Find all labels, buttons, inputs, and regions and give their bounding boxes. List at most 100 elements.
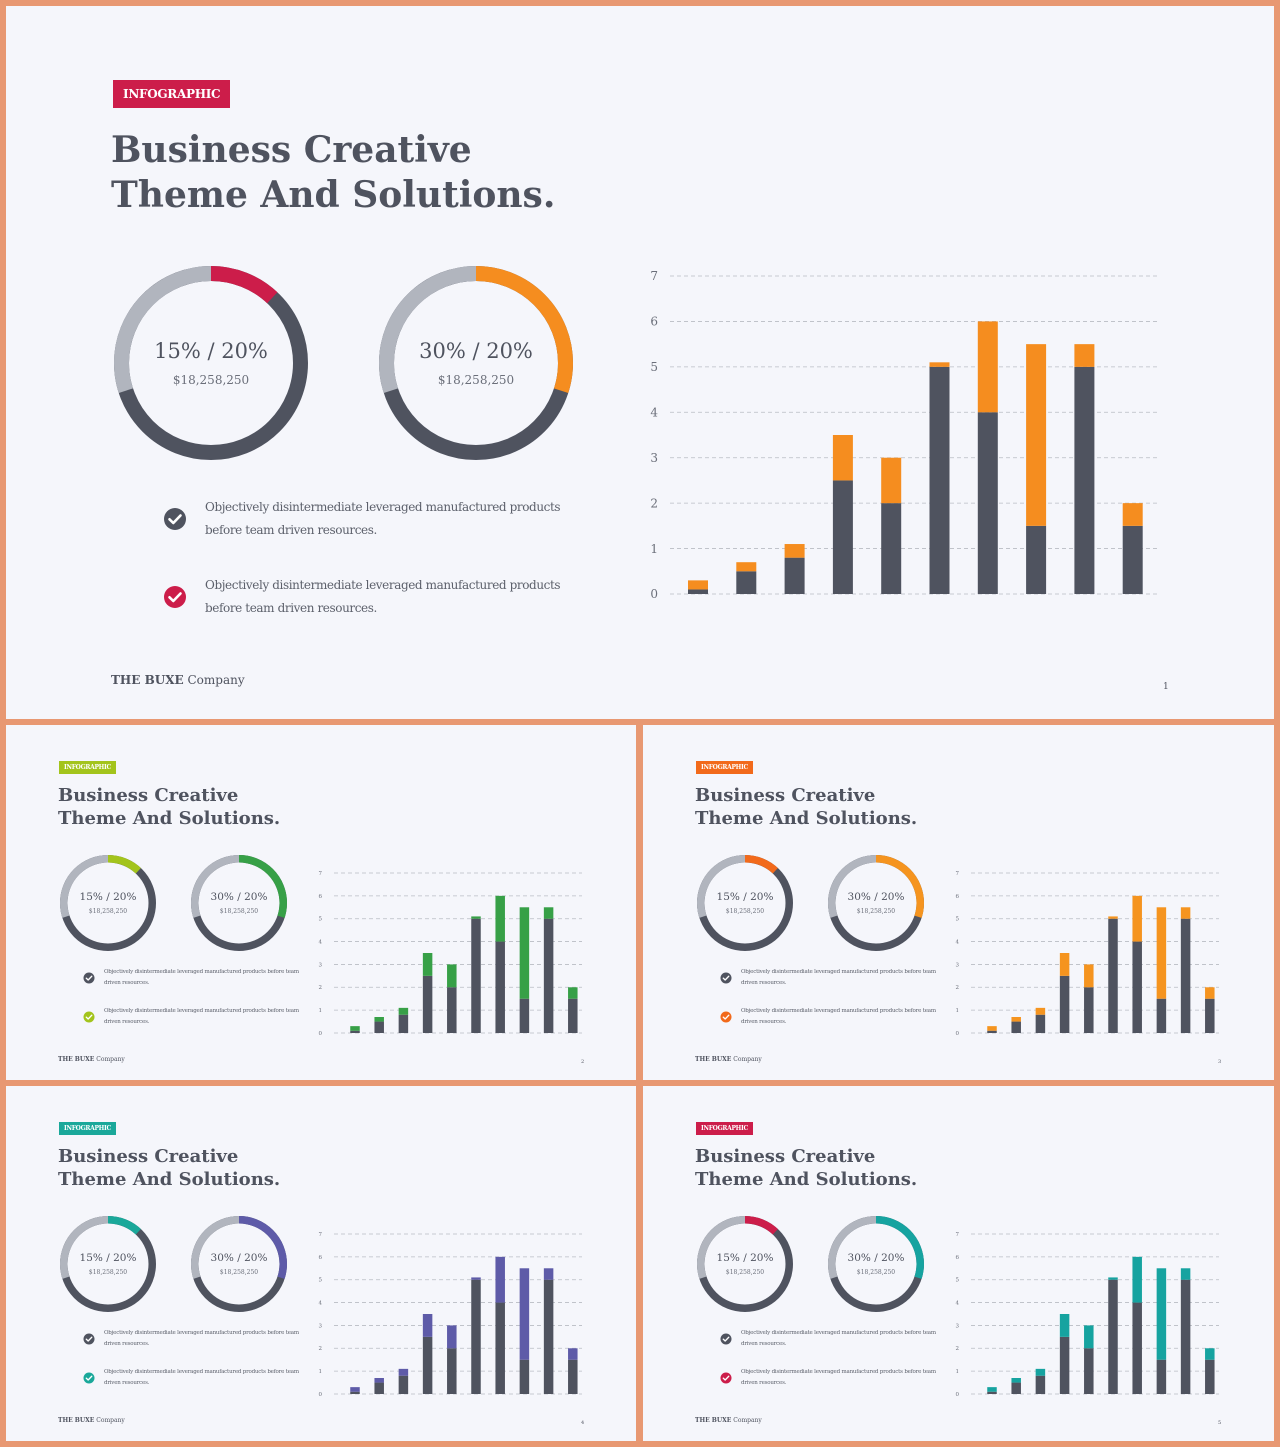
bar-accent bbox=[447, 964, 457, 988]
donut-2-percent: 30% / 20% bbox=[847, 891, 905, 903]
bar-accent bbox=[398, 1007, 409, 1015]
footer-brand-name: THE BUXE bbox=[58, 1056, 95, 1063]
y-tick-label: 1 bbox=[956, 1369, 960, 1375]
donut-light-arc bbox=[114, 266, 308, 460]
bar-accent bbox=[350, 1387, 360, 1392]
y-tick-label: 1 bbox=[319, 1369, 323, 1375]
donut-ring-2 bbox=[190, 855, 287, 951]
bar-base bbox=[832, 480, 853, 594]
bar-base bbox=[881, 503, 902, 594]
donut-accent-arc bbox=[191, 855, 287, 951]
y-tick-label: 4 bbox=[319, 939, 323, 945]
bar-base bbox=[398, 1375, 409, 1394]
donut-1-amount: $18,258,250 bbox=[172, 373, 250, 387]
bar-accent bbox=[1156, 907, 1167, 999]
bar-accent bbox=[987, 1387, 997, 1392]
donut-2-amount: $18,258,250 bbox=[856, 908, 896, 915]
bar-accent bbox=[1059, 1314, 1070, 1337]
footer-brand-suffix: Company bbox=[187, 673, 245, 687]
bar-accent bbox=[881, 457, 902, 504]
footer-brand-suffix: Company bbox=[733, 1056, 762, 1063]
bar-base bbox=[422, 975, 433, 1033]
bar-accent bbox=[929, 362, 950, 367]
bar-base bbox=[688, 589, 708, 594]
infographic-tag: INFOGRAPHIC bbox=[696, 761, 754, 774]
slide-2: INFOGRAPHIC Business Creative Theme And … bbox=[6, 725, 636, 1080]
donut-light-arc bbox=[697, 1216, 793, 1312]
donut-1-amount: $18,258,250 bbox=[88, 1269, 128, 1276]
donut-light-arc bbox=[697, 855, 793, 951]
stacked-bar-chart: 0 1 2 3 4 5 6 7 bbox=[319, 871, 582, 1037]
bullet-1-text: Objectively disintermediate leveraged ma… bbox=[205, 500, 561, 537]
footer-brand-name: THE BUXE bbox=[111, 673, 184, 687]
bar-base bbox=[1059, 975, 1070, 1033]
bar-accent bbox=[1035, 1368, 1046, 1376]
bar-accent bbox=[1156, 1268, 1167, 1360]
bar-accent bbox=[568, 1348, 578, 1360]
y-tick-label: 6 bbox=[319, 894, 323, 900]
bar-accent bbox=[1122, 503, 1143, 526]
check-circle-icon bbox=[720, 1333, 732, 1345]
y-tick-label: 0 bbox=[319, 1392, 323, 1398]
bar-base bbox=[1180, 918, 1191, 1033]
donut-ring-2 bbox=[828, 1216, 924, 1312]
bullet-1-text: Objectively disintermediate leveraged ma… bbox=[104, 1330, 299, 1347]
donut-light-arc bbox=[190, 1216, 287, 1312]
slide-4: INFOGRAPHIC Business Creative Theme And … bbox=[6, 1086, 636, 1441]
bar-accent bbox=[1084, 964, 1094, 988]
slide-title: Business Creative Theme And Solutions. bbox=[58, 1146, 280, 1191]
donut-light-arc bbox=[828, 855, 924, 951]
bar-base bbox=[1035, 1014, 1046, 1033]
donut-chart-2: 30% / 20% $18,258,250 bbox=[190, 854, 288, 952]
title-line-2: Theme And Solutions. bbox=[111, 174, 556, 216]
donut-ring-2 bbox=[828, 855, 924, 951]
donut-1-amount: $18,258,250 bbox=[725, 908, 765, 915]
bar-accent bbox=[1011, 1378, 1021, 1383]
bar-base bbox=[374, 1382, 384, 1394]
donut-2-percent: 30% / 20% bbox=[210, 1252, 268, 1264]
bar-base bbox=[1205, 998, 1215, 1033]
slide-title: Business Creative Theme And Solutions. bbox=[695, 1146, 917, 1191]
bar-base bbox=[987, 1391, 997, 1394]
check-circle-icon bbox=[83, 1011, 95, 1023]
bar-accent bbox=[519, 907, 530, 999]
y-tick-label: 6 bbox=[319, 1255, 323, 1261]
y-tick-label: 6 bbox=[956, 1255, 960, 1261]
bullet-item-2: Objectively disintermediate leveraged ma… bbox=[163, 574, 585, 620]
infographic-tag: INFOGRAPHIC bbox=[59, 1122, 117, 1135]
y-tick-label: 2 bbox=[319, 1346, 323, 1352]
y-tick-label: 3 bbox=[956, 1323, 960, 1329]
page-number: 5 bbox=[1218, 1420, 1222, 1426]
bullet-item-1: Objectively disintermediate leveraged ma… bbox=[83, 1328, 304, 1350]
bar-base bbox=[568, 1359, 578, 1394]
check-circle-icon bbox=[83, 1333, 95, 1345]
donut-chart-2: 30% / 20% $18,258,250 bbox=[827, 854, 925, 952]
check-circle-icon bbox=[720, 1011, 732, 1023]
donut-accent-arc bbox=[828, 855, 924, 951]
donut-2-percent: 30% / 20% bbox=[419, 339, 533, 363]
bar-base bbox=[543, 918, 554, 1033]
infographic-tag: INFOGRAPHIC bbox=[696, 1122, 754, 1135]
y-tick-label: 5 bbox=[319, 1278, 323, 1284]
check-circle-icon bbox=[83, 1372, 95, 1384]
y-tick-label: 2 bbox=[956, 1346, 960, 1352]
y-tick-label: 7 bbox=[650, 269, 658, 283]
y-tick-label: 7 bbox=[956, 1232, 960, 1238]
bullet-2-text: Objectively disintermediate leveraged ma… bbox=[104, 1369, 299, 1386]
bullet-2-text: Objectively disintermediate leveraged ma… bbox=[741, 1369, 936, 1386]
check-circle-icon bbox=[83, 972, 95, 984]
bar-base bbox=[1059, 1336, 1070, 1394]
footer-brand-suffix: Company bbox=[96, 1417, 125, 1424]
donut-2-amount: $18,258,250 bbox=[437, 373, 515, 387]
donut-2-percent: 30% / 20% bbox=[210, 891, 268, 903]
title-line-1: Business Creative bbox=[58, 1146, 239, 1167]
donut-accent-arc bbox=[828, 1216, 924, 1312]
footer-brand-suffix: Company bbox=[733, 1417, 762, 1424]
donut-ring-1 bbox=[60, 855, 156, 951]
bar-accent bbox=[495, 895, 505, 942]
bullet-item-2: Objectively disintermediate leveraged ma… bbox=[720, 1006, 941, 1028]
bar-accent bbox=[374, 1378, 384, 1383]
infographic-tag: INFOGRAPHIC bbox=[59, 761, 117, 774]
bar-base bbox=[374, 1021, 384, 1033]
bar-accent bbox=[1132, 1256, 1142, 1303]
